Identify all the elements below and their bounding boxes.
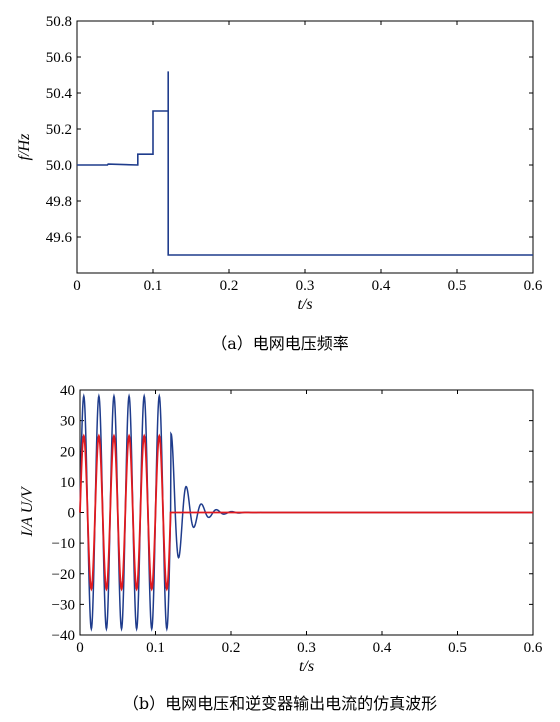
x-axis-label: t/s: [299, 658, 314, 675]
x-tick-label: 0: [76, 640, 84, 656]
x-tick-label: 0.1: [146, 640, 165, 656]
y-tick-label: 30: [60, 414, 75, 430]
y-tick-label: 50.8: [46, 14, 72, 30]
x-tick-label: 0.4: [373, 640, 392, 656]
y-tick-label: 49.8: [46, 194, 72, 210]
y-axis-label: f/Hz: [16, 133, 33, 160]
x-axis-label: t/s: [297, 296, 312, 313]
y-tick-label: 20: [60, 444, 75, 460]
frequency-chart: 0 0.1 0.2 0.3 0.4 0.5 0.6 49.6 49.8 50.0 50.2 50.4 5…: [16, 14, 543, 313]
y-tick-label: −40: [52, 628, 75, 644]
x-tick-label: 0.3: [297, 640, 316, 656]
y-tick-label: 50.4: [46, 86, 73, 102]
x-tick-label: 0.5: [448, 278, 467, 294]
frequency-series-line: [77, 71, 533, 256]
caption-frequency-chart: （a）电网电压频率: [211, 334, 349, 353]
x-tick-label: 0.2: [220, 278, 239, 294]
y-tick-label: 10: [60, 475, 75, 491]
x-tick-label: 0.6: [524, 640, 543, 656]
waveform-chart: 0 0.1 0.2 0.3 0.4 0.5 0.6 −40 −30 −20 −10 0 10 20 30 40…: [19, 383, 543, 675]
y-tick-label: 50.2: [46, 122, 72, 138]
plot-frame: [76, 20, 534, 274]
y-axis-label: I/A U/V: [19, 485, 36, 537]
y-tick-label: 50.0: [46, 158, 72, 174]
caption-waveform-chart: （b）电网电压和逆变器输出电流的仿真波形: [122, 694, 438, 713]
y-tick-label: −20: [52, 567, 75, 583]
x-tick-label: 0.3: [296, 278, 315, 294]
y-tick-label: −30: [52, 597, 75, 613]
x-tick-label: 0.1: [144, 278, 163, 294]
x-tick-label: 0.2: [222, 640, 241, 656]
x-tick-label: 0.6: [524, 278, 543, 294]
y-tick-label: 40: [60, 383, 75, 399]
current-series-line: [79, 433, 533, 592]
y-tick-label: −10: [52, 536, 75, 552]
y-tick-label: 49.6: [46, 230, 73, 246]
x-tick-label: 0: [73, 278, 81, 294]
y-tick-label: 0: [68, 506, 76, 522]
x-tick-label: 0.4: [372, 278, 391, 294]
x-tick-label: 0.5: [448, 640, 467, 656]
y-tick-label: 50.6: [46, 50, 73, 66]
